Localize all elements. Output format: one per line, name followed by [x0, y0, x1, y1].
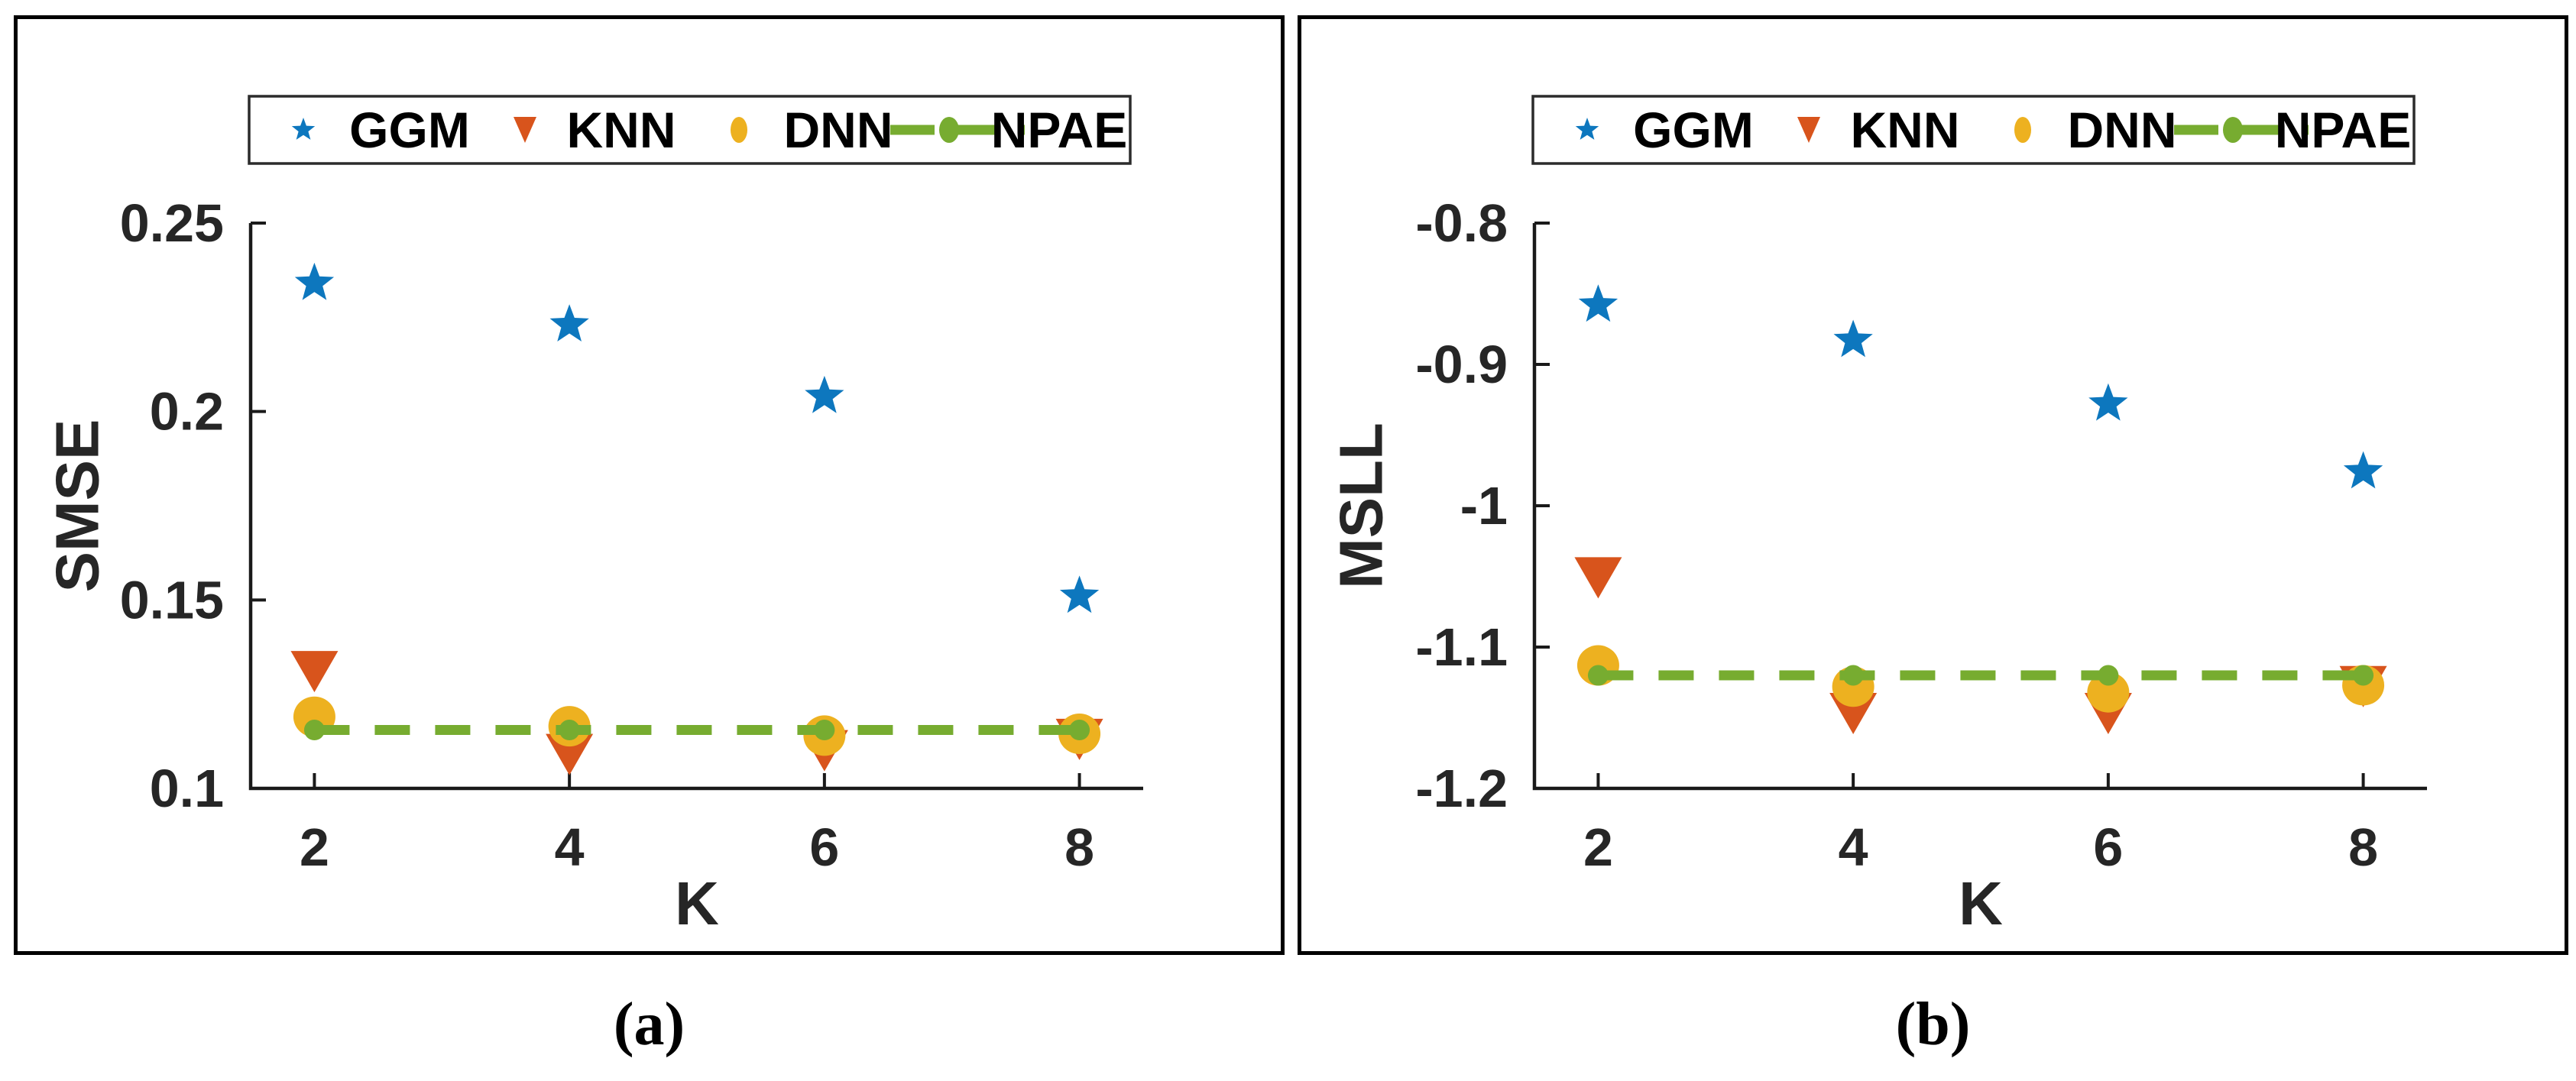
y-tick-label: -1.1	[1415, 617, 1508, 677]
panel-a: 0.25 0.2 0.15 0.1 2 4 6 8 SMSE K GGM KNN DNN NPAE	[14, 15, 1285, 955]
npae-dot-marker	[559, 720, 580, 741]
caption-b: (b)	[1895, 991, 1971, 1058]
legend-item-dnn: DNN	[2014, 102, 2177, 158]
npae-dot-marker	[814, 720, 835, 741]
ggm-marker	[1833, 319, 1873, 358]
axes: 0.25 0.2 0.15 0.1 2 4 6 8 SMSE K	[44, 193, 1143, 937]
series-knn	[1574, 557, 2387, 734]
legend-triangle-icon	[514, 117, 536, 143]
x-tick-label: 8	[2348, 817, 2378, 877]
ggm-marker	[1578, 284, 1619, 322]
x-tick-label: 2	[1583, 817, 1613, 877]
legend-star-icon	[291, 118, 316, 140]
legend-item-ggm: GGM	[291, 102, 470, 158]
legend-triangle-icon	[1797, 117, 1820, 143]
legend-circle-icon	[2014, 117, 2031, 143]
ggm-marker	[805, 375, 844, 413]
knn-marker	[546, 733, 594, 775]
legend-label: KNN	[1851, 102, 1960, 158]
y-tick-label: -0.9	[1415, 335, 1508, 394]
x-tick-label: 6	[809, 817, 839, 877]
npae-dot-marker	[1069, 720, 1090, 741]
x-axis-label: K	[1959, 869, 2003, 937]
legend-item-knn: KNN	[514, 102, 676, 158]
legend-label: NPAE	[991, 102, 1127, 158]
y-tick-label: -0.8	[1415, 193, 1508, 253]
y-tick-label: 0.1	[150, 759, 224, 818]
caption-a: (a)	[613, 991, 685, 1058]
legend: GGM KNN DNN NPAE	[248, 95, 1132, 165]
npae-dot-marker	[1842, 665, 1864, 686]
y-axis-label: MSLL	[1327, 422, 1395, 589]
series-ggm	[1578, 284, 2383, 489]
y-tick-label: -1.2	[1415, 759, 1508, 818]
ggm-marker	[2088, 383, 2128, 421]
legend-circle-icon	[731, 117, 747, 143]
legend-label: KNN	[567, 102, 676, 158]
knn-marker	[1574, 557, 1622, 599]
knn-marker	[290, 651, 339, 693]
panel-b: -0.8 -0.9 -1 -1.1 -1.2 2 4 6 8 MSLL K GGM KNN DNN NPAE	[1298, 15, 2568, 955]
axis-spines	[248, 223, 1143, 791]
legend-item-dnn: DNN	[731, 102, 893, 158]
legend-item-npae: NPAE	[2174, 102, 2411, 158]
legend-line-dot-icon	[2223, 117, 2243, 143]
legend-label: DNN	[784, 102, 893, 158]
y-axis-label: SMSE	[44, 419, 112, 593]
y-tick-label: -1	[1460, 476, 1508, 536]
x-tick-label: 8	[1064, 817, 1094, 877]
series-npae	[1587, 665, 2374, 686]
legend: GGM KNN DNN NPAE	[1531, 95, 2416, 165]
legend-label: GGM	[349, 102, 470, 158]
npae-dot-marker	[303, 720, 325, 741]
legend-star-icon	[1575, 118, 1599, 140]
y-tick-label: 0.25	[120, 193, 224, 253]
dnn-marker	[2087, 672, 2130, 713]
ggm-marker	[1059, 575, 1100, 613]
x-tick-label: 2	[300, 817, 329, 877]
npae-dot-marker	[1587, 665, 1609, 686]
series-ggm	[294, 262, 1100, 613]
x-axis-label: K	[675, 869, 719, 937]
axes: -0.8 -0.9 -1 -1.1 -1.2 2 4 6 8 MSLL K	[1327, 193, 2427, 937]
ggm-marker	[2343, 451, 2383, 489]
x-tick-label: 4	[555, 817, 585, 877]
x-tick-label: 6	[2093, 817, 2123, 877]
axis-spines	[1532, 223, 2427, 791]
chart-a-canvas: 0.25 0.2 0.15 0.1 2 4 6 8 SMSE K GGM KNN DNN NPAE	[44, 95, 1143, 937]
y-tick-label: 0.2	[150, 382, 224, 442]
ggm-marker	[294, 262, 335, 300]
ggm-marker	[549, 304, 589, 341]
legend-label: NPAE	[2275, 102, 2411, 158]
legend-label: GGM	[1633, 102, 1754, 158]
legend-item-knn: KNN	[1797, 102, 1960, 158]
legend-item-npae: NPAE	[890, 102, 1127, 158]
legend-line-dot-icon	[939, 117, 959, 143]
legend-label: DNN	[2068, 102, 2177, 158]
npae-dot-marker	[2098, 665, 2119, 686]
x-tick-label: 4	[1839, 817, 1868, 877]
series-knn	[290, 651, 1103, 775]
y-tick-label: 0.15	[120, 570, 224, 630]
series-npae	[303, 720, 1090, 741]
npae-dot-marker	[2353, 665, 2374, 686]
chart-b-canvas: -0.8 -0.9 -1 -1.1 -1.2 2 4 6 8 MSLL K GGM KNN DNN NPAE	[1327, 95, 2427, 937]
legend-item-ggm: GGM	[1575, 102, 1754, 158]
